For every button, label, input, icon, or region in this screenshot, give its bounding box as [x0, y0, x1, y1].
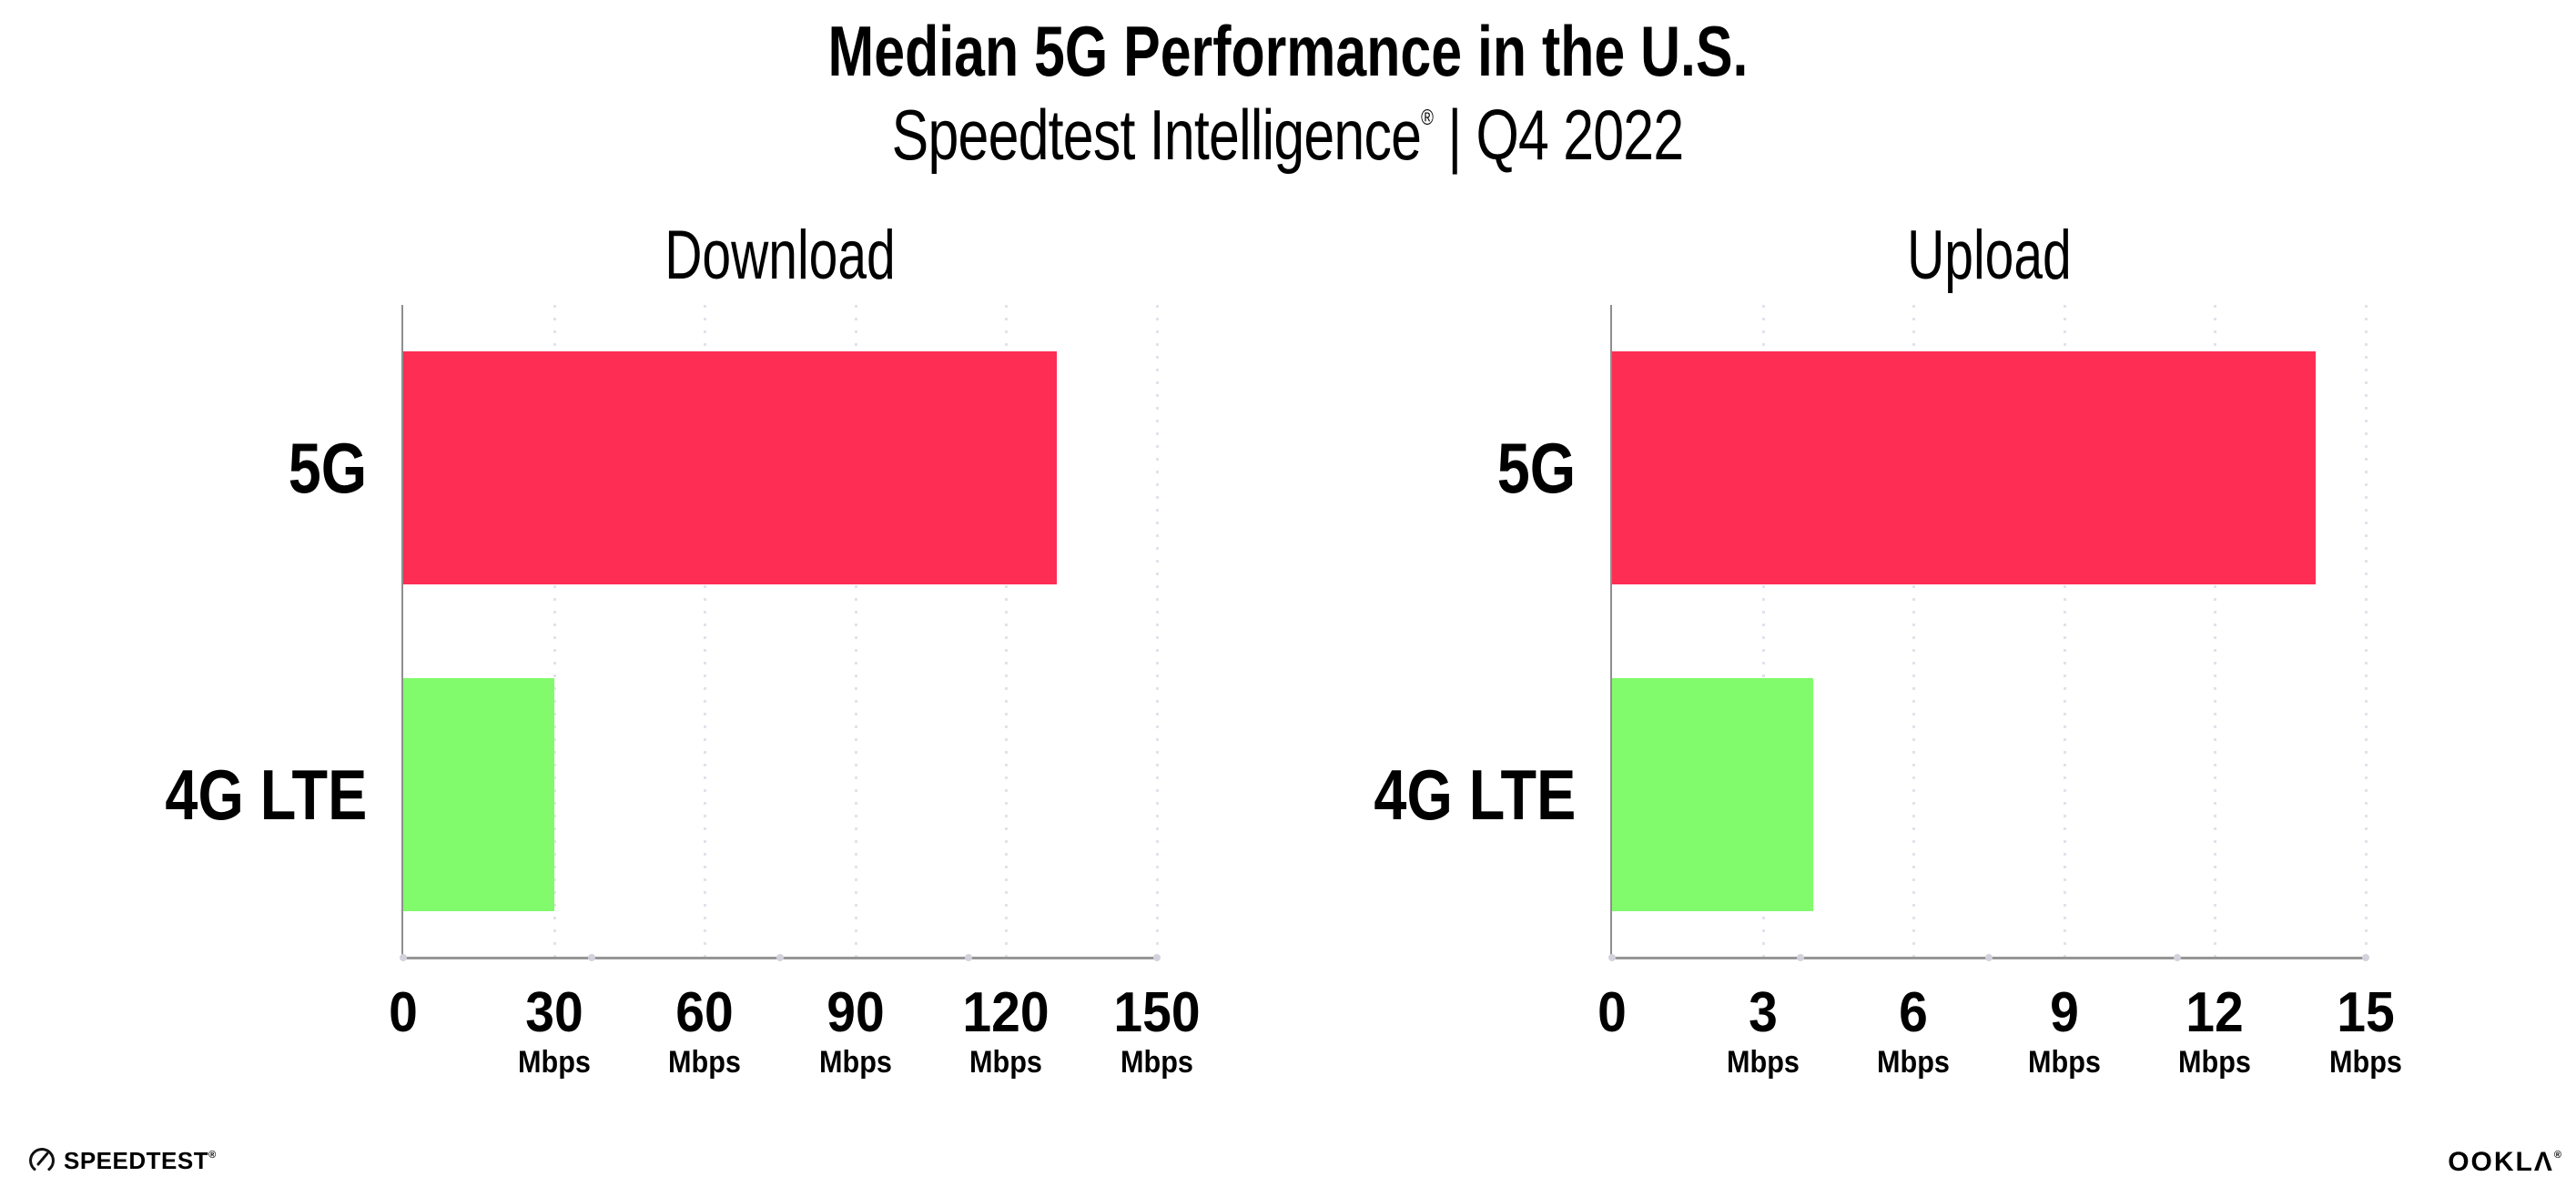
speedtest-gauge-icon [29, 1148, 55, 1173]
page-title-text: Median 5G Performance in the U.S. [827, 11, 1749, 91]
ookla-logo: OOKLΛ® [2448, 1149, 2563, 1176]
speedtest-trademark: ® [208, 1150, 217, 1161]
axis-tick-dot [776, 954, 784, 961]
download-category-label-5g: 5G [288, 428, 367, 508]
axis-tick-dot [1153, 954, 1161, 961]
download-x-tick-unit-30: Mbps [517, 1045, 591, 1080]
axis-tick-dot [1608, 954, 1616, 961]
download-bar-4g-lte [403, 677, 554, 911]
subtitle-brand: Speedtest Intelligence [892, 95, 1422, 175]
upload-x-tick-6: 6 [1899, 981, 1929, 1044]
upload-x-tick-12: 12 [2186, 981, 2245, 1044]
download-chart-title: Download [664, 217, 896, 294]
download-x-tick-60: 60 [675, 981, 734, 1044]
axis-tick-dot [2362, 954, 2369, 961]
upload-y-axis [1610, 305, 1612, 959]
upload-x-tick-unit-9: Mbps [2027, 1045, 2101, 1080]
axis-tick-dot [965, 954, 972, 961]
upload-bar-5g [1612, 351, 2316, 584]
download-x-tick-unit-120: Mbps [969, 1045, 1043, 1080]
upload-chart-plot: 5G 4G LTE 0 3 Mbps 6 Mbps 9 Mbps 12 Mbps 15 Mbps [1374, 305, 2402, 1078]
upload-x-tick-unit-12: Mbps [2178, 1045, 2252, 1080]
axis-tick-dot [2174, 954, 2181, 961]
upload-category-label-4g-lte: 4G LTE [1374, 754, 1576, 835]
upload-category-label-5g: 5G [1496, 428, 1576, 508]
page-subtitle-text: Speedtest Intelligence® | Q4 2022 [892, 95, 1685, 175]
gridline-9 [2063, 305, 2066, 958]
gridline-6 [1912, 305, 1916, 958]
gridline-90 [854, 305, 857, 958]
gridline-120 [1005, 305, 1009, 958]
download-chart-plot: 5G 4G LTE 0 30 Mbps 60 Mbps 90 Mbps 120 Mbps 150 Mbp… [165, 305, 1201, 1078]
axis-tick-dot [400, 954, 407, 961]
gridline-150 [1156, 305, 1159, 958]
upload-x-tick-15: 15 [2337, 981, 2395, 1044]
gridline-30 [553, 305, 556, 958]
upload-x-tick-unit-6: Mbps [1877, 1045, 1951, 1080]
download-x-tick-0: 0 [389, 981, 418, 1044]
download-x-tick-unit-90: Mbps [818, 1045, 892, 1080]
page-title: Median 5G Performance in the U.S. [0, 11, 2576, 91]
upload-x-tick-0: 0 [1597, 981, 1627, 1044]
ookla-wordmark: OOKLΛ [2448, 1147, 2554, 1177]
upload-x-tick-unit-3: Mbps [1726, 1045, 1800, 1080]
axis-tick-dot [588, 954, 595, 961]
ookla-trademark: ® [2553, 1150, 2563, 1161]
download-x-tick-unit-150: Mbps [1121, 1045, 1193, 1080]
download-x-tick-120: 120 [962, 981, 1050, 1044]
upload-x-tick-3: 3 [1748, 981, 1778, 1044]
registered-mark: ® [1421, 106, 1435, 130]
gridline-12 [2214, 305, 2217, 958]
gridline-15 [2365, 305, 2368, 958]
upload-x-tick-unit-15: Mbps [2329, 1045, 2402, 1080]
gridline-60 [704, 305, 707, 958]
subtitle-period: | Q4 2022 [1433, 95, 1685, 175]
download-x-tick-unit-60: Mbps [668, 1045, 742, 1080]
download-x-tick-90: 90 [827, 981, 885, 1044]
axis-tick-dot [1985, 954, 1993, 961]
gridline-3 [1761, 305, 1765, 958]
upload-bar-4g-lte [1612, 677, 1813, 911]
speedtest-wordmark: SPEEDTEST® [64, 1147, 217, 1174]
page-subtitle: Speedtest Intelligence® | Q4 2022 [0, 95, 2576, 175]
speedtest-logo: SPEEDTEST® [27, 1146, 217, 1175]
download-bar-5g [403, 351, 1057, 584]
download-x-tick-30: 30 [524, 981, 583, 1044]
upload-chart-title: Upload [1906, 217, 2072, 294]
axis-tick-dot [1797, 954, 1804, 961]
download-x-tick-150: 150 [1113, 981, 1201, 1044]
download-y-axis [401, 305, 403, 959]
download-category-label-4g-lte: 4G LTE [165, 754, 367, 835]
upload-x-tick-9: 9 [2049, 981, 2079, 1044]
